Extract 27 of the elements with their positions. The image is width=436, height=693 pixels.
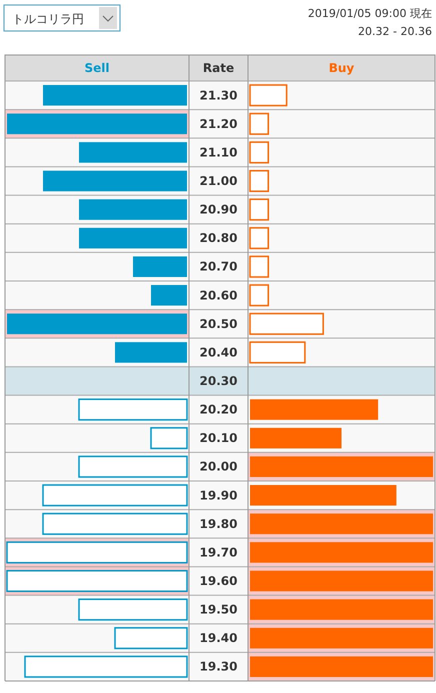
y-tick-label: 20.10	[200, 431, 238, 446]
y-tick-label: 20.60	[200, 288, 238, 302]
y-tick-label: 20.70	[200, 260, 238, 274]
y-tick-label: 21.10	[200, 145, 238, 160]
chart-title: トルコリラ円	[12, 12, 84, 26]
y-tick-label: 20.80	[200, 231, 238, 246]
y-tick-label: 21.30	[200, 88, 238, 102]
chart-subtitle: 2019/01/05 09:00 現在	[308, 7, 432, 20]
y-tick-label: 19.30	[200, 660, 238, 674]
y-tick-label: 20.30	[200, 374, 238, 388]
y-tick-label: 19.40	[200, 631, 238, 646]
y-tick-label: 19.50	[200, 602, 238, 617]
y-tick-label: 21.20	[200, 116, 238, 131]
y-tick-label: 20.00	[200, 460, 238, 474]
y-tick-label: 19.90	[200, 488, 238, 502]
y-tick-label: 19.60	[200, 574, 238, 588]
text: 20.32 - 20.36	[358, 25, 432, 38]
y-axis-title: Rate	[202, 61, 234, 75]
y-tick-label: 21.00	[200, 174, 238, 188]
y-tick-label: 20.90	[200, 202, 238, 217]
y-tick-label: 19.70	[200, 545, 238, 560]
y-tick-label: 20.50	[200, 316, 238, 331]
y-tick-label: 20.40	[200, 345, 238, 360]
y-tick-label: 19.80	[200, 516, 238, 531]
series-label: Sell	[84, 61, 110, 75]
text: Buy	[328, 61, 354, 75]
y-tick-label: 20.20	[200, 402, 238, 417]
